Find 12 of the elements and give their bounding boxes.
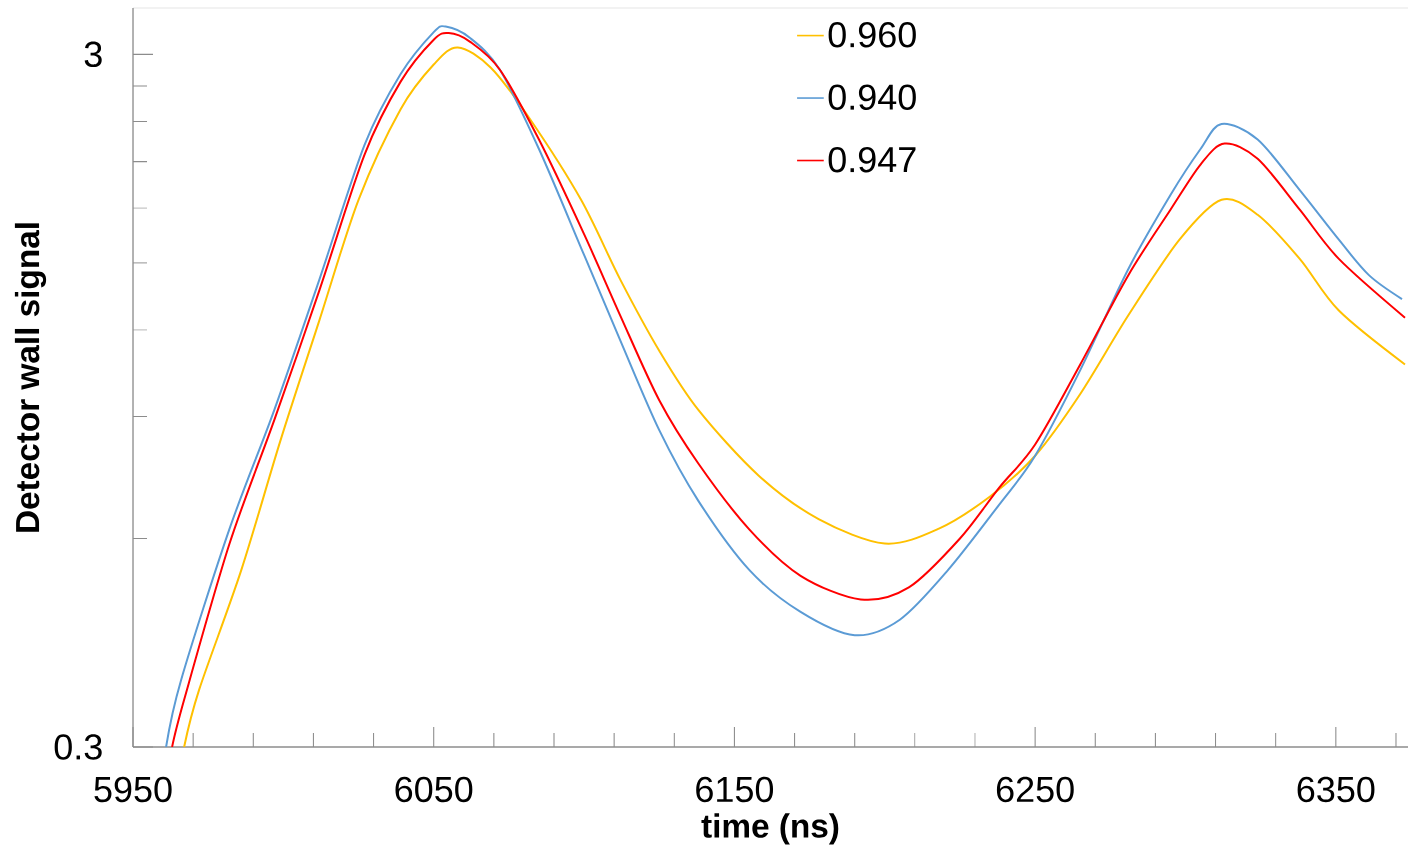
legend-label: 0.960 [828,22,916,48]
x-tick-label: 6150 [696,776,774,803]
y-tick-label: 3 [84,41,102,68]
legend-label: 0.940 [828,84,916,110]
x-tick-label: 6350 [1297,776,1375,803]
x-axis-title: time (ns) [701,813,839,845]
y-axis-title: Detector wall signal [14,223,47,532]
y-tick-label: 0.3 [54,734,102,760]
x-tick-label: 6250 [996,776,1074,803]
x-tick-label: 5950 [94,776,172,803]
legend-label: 0.947 [828,146,916,173]
x-tick-label: 6050 [395,776,473,803]
